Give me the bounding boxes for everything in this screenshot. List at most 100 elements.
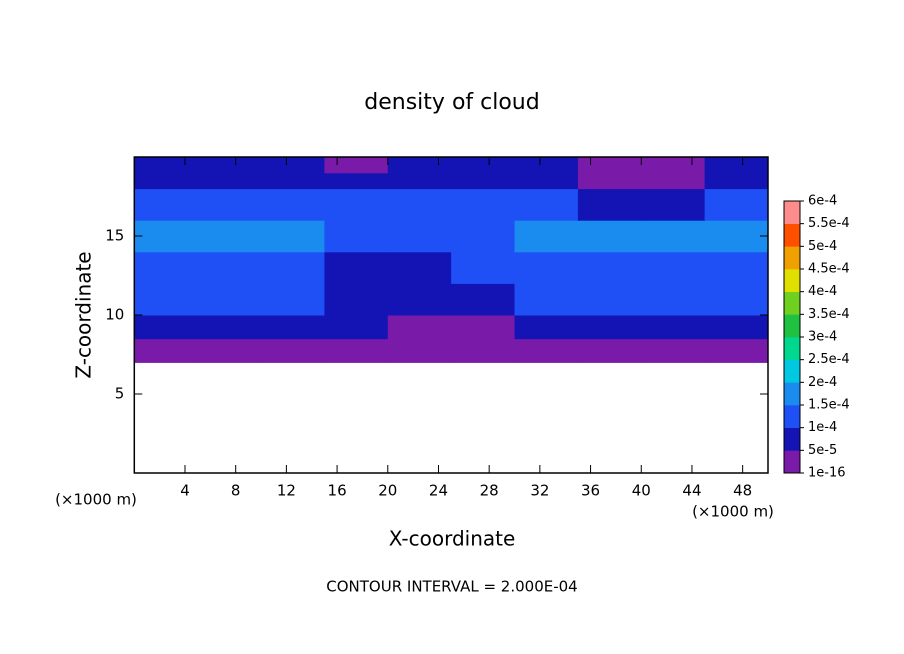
colorbar-label: 4.5e-4: [808, 262, 850, 277]
contour-cell: [704, 283, 769, 316]
contour-cell: [261, 157, 325, 174]
colorbar-label: 5.5e-4: [808, 216, 850, 231]
contour-cell: [641, 188, 706, 221]
contour-cell: [704, 315, 769, 340]
contour-cell: [451, 188, 516, 221]
contour-cell: [261, 172, 325, 190]
colorbar-label: 2.5e-4: [808, 352, 850, 367]
contour-cell: [134, 157, 199, 174]
y-tick-label: 15: [105, 227, 124, 245]
contour-cell: [641, 251, 706, 284]
colorbar-label: 3e-4: [808, 330, 837, 345]
contour-cell: [514, 315, 579, 340]
contour-cell: [134, 251, 199, 284]
contour-cell: [704, 172, 769, 190]
contour-cell: [134, 315, 199, 340]
contour-cell: [261, 220, 325, 253]
x-tick-label: 20: [378, 482, 397, 500]
colorbar-label: 5e-5: [808, 443, 837, 458]
colorbar-band: [784, 427, 800, 451]
colorbar-label: 5e-4: [808, 239, 837, 254]
colorbar-label: 4e-4: [808, 284, 837, 299]
contour-cell: [451, 157, 516, 174]
contour-cell: [514, 251, 579, 284]
contour-cell: [387, 172, 452, 190]
contour-cell: [577, 251, 642, 284]
contour-cell: [704, 188, 769, 221]
colorbar-label: 2e-4: [808, 375, 837, 390]
colorbar-band: [784, 337, 800, 360]
contour-cell: [704, 251, 769, 284]
colorbar-band: [784, 291, 800, 315]
contour-cell: [197, 251, 262, 284]
contour-cell: [134, 283, 199, 316]
contour-cell: [387, 251, 452, 284]
x-unit: (×1000 m): [692, 503, 774, 521]
contour-cell: [387, 220, 452, 253]
contour-cell: [261, 188, 325, 221]
colorbar-label: 6e-4: [808, 194, 837, 209]
contour-cell: [514, 172, 579, 190]
contour-cell: [577, 315, 642, 340]
x-tick-label: 28: [480, 482, 499, 500]
x-tick-label: 48: [733, 482, 752, 500]
x-tick-label: 24: [429, 482, 448, 500]
colorbar-band: [784, 269, 800, 292]
contour-cell: [451, 315, 516, 340]
colorbar-band: [784, 246, 800, 270]
contour-cell: [197, 157, 262, 174]
contour-cell: [387, 283, 452, 316]
contour-cell: [641, 283, 706, 316]
y-unit: (×1000 m): [55, 491, 137, 509]
contour-cell: [451, 251, 516, 284]
contour-cell: [324, 172, 389, 190]
colorbar-label: 1e-4: [808, 420, 837, 435]
colorbar-band: [784, 201, 800, 224]
colorbar-band: [784, 314, 800, 338]
y-tick-label: 5: [115, 385, 125, 403]
x-tick-label: 36: [581, 482, 600, 500]
contour-cell: [577, 188, 642, 221]
contour-cell: [641, 315, 706, 340]
colorbar-label: 3.5e-4: [808, 307, 850, 322]
colorbar-band: [784, 223, 800, 247]
chart-title: density of cloud: [364, 90, 539, 115]
x-tick-label: 32: [530, 482, 549, 500]
x-tick-label: 4: [180, 482, 190, 500]
contour-cell: [324, 188, 389, 221]
contour-cell: [577, 172, 642, 190]
contour-cell: [324, 283, 389, 316]
x-axis-label: X-coordinate: [389, 527, 516, 551]
contour-cell: [387, 188, 452, 221]
colorbar-label: 1.5e-4: [808, 398, 850, 413]
contour-cell: [514, 188, 579, 221]
contour-cell: [514, 283, 579, 316]
contour-cell: [451, 172, 516, 190]
contour-cell: [451, 338, 516, 363]
contour-cell: [324, 220, 389, 253]
contour-cell: [387, 315, 452, 340]
contour-cell: [324, 251, 389, 284]
contour-cell: [451, 220, 516, 253]
contour-cell: [577, 157, 642, 174]
contour-cell: [577, 220, 642, 253]
contour-cell: [324, 338, 389, 363]
contour-cell: [704, 338, 769, 363]
y-axis-label: Z-coordinate: [72, 251, 96, 378]
contour-cell: [387, 157, 452, 174]
contour-cell: [324, 157, 389, 174]
contour-cell: [197, 172, 262, 190]
contour-cell: [324, 315, 389, 340]
contour-cell: [197, 220, 262, 253]
colorbar-band: [784, 359, 800, 383]
contour-cell: [261, 338, 325, 363]
contour-cell: [704, 220, 769, 253]
contour-cell: [134, 172, 199, 190]
x-tick-label: 44: [682, 482, 701, 500]
contour-cell: [577, 338, 642, 363]
contour-cell: [704, 157, 769, 174]
contour-cell: [134, 188, 199, 221]
contour-cell: [134, 338, 199, 363]
contour-cell: [197, 315, 262, 340]
